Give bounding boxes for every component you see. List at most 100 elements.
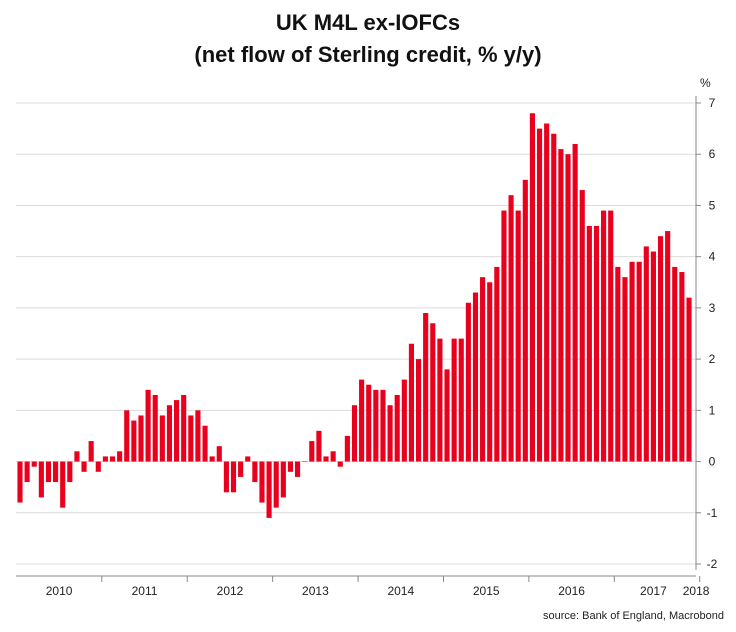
chart-title: UK M4L ex-IOFCs xyxy=(275,10,461,35)
bar xyxy=(643,246,649,462)
y-tick-label: -1 xyxy=(707,506,718,520)
bar xyxy=(344,435,350,462)
bar xyxy=(401,379,407,462)
bar xyxy=(394,394,400,462)
bar xyxy=(686,297,692,462)
y-tick-label: 5 xyxy=(709,198,716,212)
bar xyxy=(188,415,194,462)
bar xyxy=(230,461,237,493)
bar xyxy=(152,394,158,462)
y-tick-label: 1 xyxy=(709,403,716,417)
x-tick-label: 2017 xyxy=(640,584,667,598)
bar xyxy=(536,128,543,462)
y-tick-label: 7 xyxy=(709,96,716,110)
y-tick-label: 2 xyxy=(709,352,716,366)
bar xyxy=(501,210,507,462)
bar xyxy=(430,323,436,462)
x-tick-label: 2013 xyxy=(302,584,329,598)
bar xyxy=(387,405,393,462)
bar xyxy=(323,456,329,462)
bar xyxy=(60,461,66,508)
bar xyxy=(273,461,279,508)
y-tick-label: 4 xyxy=(709,250,716,264)
y-tick-label: -2 xyxy=(707,557,718,571)
bar xyxy=(216,446,222,462)
chart-subtitle: (net flow of Sterling credit, % y/y) xyxy=(194,42,542,67)
bar xyxy=(166,405,173,462)
bar xyxy=(572,143,578,462)
bar xyxy=(74,451,80,462)
bar xyxy=(24,461,30,483)
bar xyxy=(131,420,137,462)
bar xyxy=(515,210,521,462)
y-tick-label: 6 xyxy=(709,147,716,161)
bar xyxy=(359,379,365,462)
y-unit-label: % xyxy=(700,76,711,90)
bar xyxy=(259,461,265,503)
bar xyxy=(102,456,108,462)
bar xyxy=(138,415,144,462)
bar xyxy=(145,389,151,462)
x-tick-label: 2018 xyxy=(683,584,710,598)
bar xyxy=(266,461,272,518)
y-tick-label: 3 xyxy=(709,301,716,315)
bar xyxy=(245,456,251,462)
bar xyxy=(159,415,165,462)
bar xyxy=(444,369,450,462)
bar xyxy=(672,266,678,462)
bar xyxy=(117,451,123,462)
bar xyxy=(337,461,343,467)
bar xyxy=(494,266,500,462)
bar xyxy=(565,154,571,462)
bar xyxy=(373,389,379,462)
bar xyxy=(302,461,308,463)
bar xyxy=(465,302,471,462)
bar xyxy=(458,338,464,462)
bar xyxy=(316,430,322,462)
bar xyxy=(451,338,457,462)
x-tick-label: 2012 xyxy=(217,584,244,598)
x-tick-label: 2014 xyxy=(387,584,414,598)
bar xyxy=(558,149,564,462)
bar xyxy=(330,451,336,462)
bar xyxy=(223,461,229,493)
bar xyxy=(95,461,101,472)
bar xyxy=(53,461,59,483)
bar xyxy=(586,225,592,462)
bar xyxy=(665,231,671,462)
bar xyxy=(679,272,685,462)
bar xyxy=(601,210,607,462)
bar xyxy=(380,389,386,462)
bar xyxy=(636,261,642,462)
bar xyxy=(238,461,244,477)
bar xyxy=(280,461,286,498)
x-tick-label: 2015 xyxy=(473,584,500,598)
bar xyxy=(551,133,557,462)
bar xyxy=(522,179,528,462)
bars xyxy=(17,113,692,518)
bar xyxy=(472,292,479,462)
bar xyxy=(31,461,37,467)
bar xyxy=(615,266,621,462)
bar xyxy=(657,236,664,462)
bar xyxy=(174,400,180,462)
bar xyxy=(45,461,52,483)
bar xyxy=(17,461,23,503)
axes: 7 6 5 4 3 2 1 0 -1 -2 2010 2011 2012 2013 2014 2015 2016… xyxy=(16,96,718,598)
bar xyxy=(124,410,130,462)
bar xyxy=(252,461,258,483)
bar xyxy=(309,441,315,462)
bar xyxy=(38,461,44,498)
bar xyxy=(408,343,414,462)
bar xyxy=(437,338,443,462)
x-tick-label: 2016 xyxy=(558,584,585,598)
x-tick-label: 2011 xyxy=(132,584,158,598)
bar xyxy=(487,282,493,462)
bar xyxy=(622,277,628,462)
bar xyxy=(579,190,585,462)
bar xyxy=(81,461,87,472)
bar xyxy=(351,405,358,462)
bar xyxy=(629,261,635,462)
bar xyxy=(366,384,372,462)
